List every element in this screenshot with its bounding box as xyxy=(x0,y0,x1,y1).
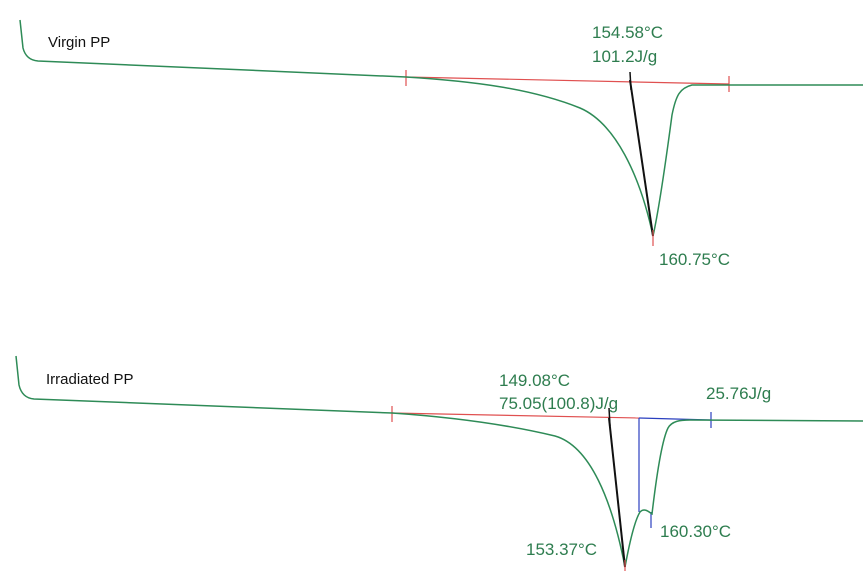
enthalpy-virgin-pp: 101.2J/g xyxy=(592,47,657,66)
onset-tangent-irradiated-pp xyxy=(608,417,626,568)
panel-virgin-pp: Virgin PP 154.58°C 101.2J/g 160.75°C xyxy=(19,19,863,269)
series-label-virgin-pp: Virgin PP xyxy=(48,34,110,51)
panel-irradiated-pp: Irradiated PP 149.08°C 75.05(100.8)J/g 2… xyxy=(15,355,863,571)
enthalpy-irradiated-pp: 75.05(100.8)J/g xyxy=(499,394,618,413)
peak-temperature-virgin-pp: 160.75°C xyxy=(659,250,730,269)
baseline-irradiated-pp xyxy=(391,412,640,419)
shoulder-enthalpy-irradiated-pp: 25.76J/g xyxy=(706,384,771,403)
onset-temperature-virgin-pp: 154.58°C xyxy=(592,23,663,42)
onset-marker-virgin-pp xyxy=(629,71,632,91)
baseline-virgin-pp xyxy=(405,76,730,85)
peak-temperature-irradiated-pp: 153.37°C xyxy=(526,540,597,559)
shoulder-peak-temperature-irradiated-pp: 160.30°C xyxy=(660,522,731,541)
series-label-irradiated-pp: Irradiated PP xyxy=(46,371,134,388)
onset-tangent-virgin-pp xyxy=(629,79,654,237)
onset-marker-irradiated-pp xyxy=(608,407,611,427)
onset-temperature-irradiated-pp: 149.08°C xyxy=(499,371,570,390)
dsc-curve-virgin-pp xyxy=(19,19,863,237)
